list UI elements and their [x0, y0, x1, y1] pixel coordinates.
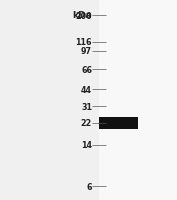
Text: 200: 200	[75, 12, 92, 21]
Text: 66: 66	[81, 65, 92, 74]
Text: 44: 44	[81, 85, 92, 94]
Text: 22: 22	[81, 119, 92, 128]
Text: kDa: kDa	[72, 11, 92, 20]
Text: 97: 97	[81, 47, 92, 56]
Text: 6: 6	[87, 182, 92, 191]
Text: 31: 31	[81, 102, 92, 111]
Bar	[99, 0, 177, 200]
Bar	[99, 117, 138, 129]
Text: 116: 116	[76, 38, 92, 47]
Text: 14: 14	[81, 141, 92, 150]
